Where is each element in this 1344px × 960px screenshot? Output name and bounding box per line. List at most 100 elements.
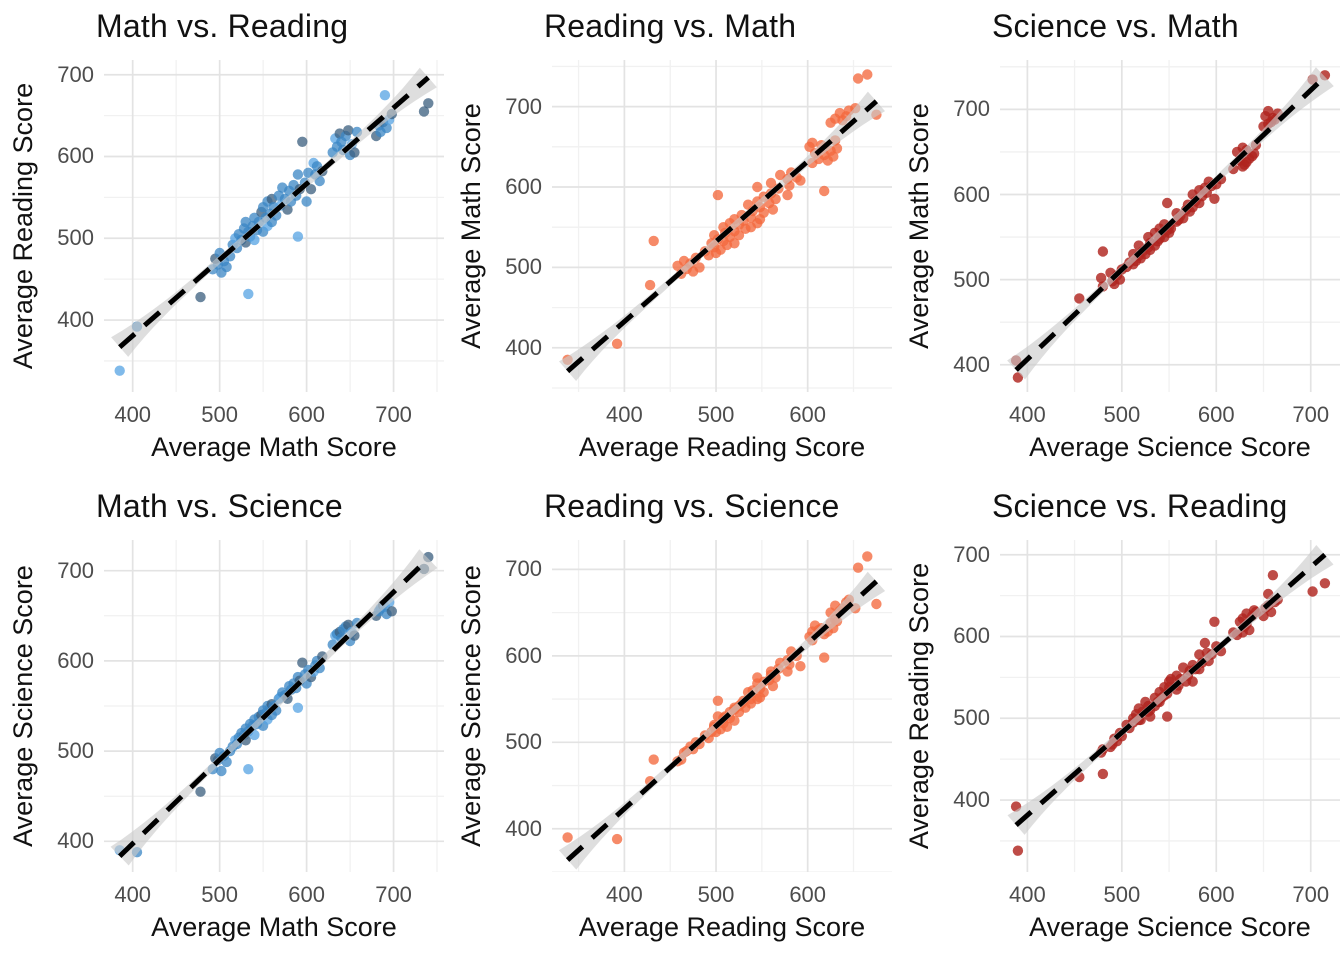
plot-area bbox=[1000, 540, 1340, 872]
x-tick-label: 600 bbox=[288, 402, 325, 427]
data-point bbox=[379, 90, 391, 101]
data-point bbox=[349, 147, 360, 158]
data-point bbox=[297, 136, 308, 147]
data-point bbox=[712, 189, 724, 201]
x-tick-label: 700 bbox=[375, 882, 412, 907]
data-point bbox=[386, 606, 397, 617]
x-tick-label: 700 bbox=[1292, 882, 1330, 907]
data-point bbox=[648, 235, 659, 247]
plot-area bbox=[552, 540, 892, 872]
y-tick-label: 700 bbox=[505, 93, 542, 119]
data-point bbox=[305, 184, 317, 195]
data-point bbox=[782, 189, 793, 201]
data-point bbox=[1012, 845, 1024, 856]
trend-line bbox=[565, 99, 879, 374]
panel-title: Math vs. Science bbox=[96, 488, 343, 524]
y-tick-label: 500 bbox=[505, 254, 542, 280]
data-point bbox=[648, 754, 659, 765]
data-point bbox=[1095, 272, 1107, 284]
x-tick-label: 600 bbox=[789, 882, 827, 907]
data-point bbox=[1209, 616, 1220, 627]
data-point bbox=[418, 106, 430, 117]
data-point bbox=[1074, 293, 1085, 304]
x-axis-title: Average Reading Score bbox=[578, 912, 866, 942]
data-point bbox=[195, 786, 206, 797]
scatter-panel: Science vs. Math Average Math Score Aver… bbox=[896, 0, 1344, 480]
y-tick-label: 500 bbox=[505, 729, 542, 755]
y-tick-label: 400 bbox=[953, 787, 990, 813]
y-tick-label: 600 bbox=[57, 143, 94, 169]
data-point bbox=[292, 231, 304, 242]
x-tick-label: 600 bbox=[1197, 882, 1235, 907]
data-point bbox=[644, 279, 656, 291]
data-point bbox=[562, 832, 573, 843]
data-point bbox=[1319, 578, 1331, 589]
plot-area bbox=[104, 60, 444, 392]
x-axis-title: Average Science Score bbox=[1029, 432, 1311, 462]
x-tick-label: 400 bbox=[606, 402, 643, 427]
data-point bbox=[611, 833, 623, 845]
x-tick-label: 500 bbox=[201, 882, 238, 907]
panel-title: Math vs. Reading bbox=[96, 8, 349, 44]
y-tick-label: 400 bbox=[505, 815, 542, 841]
y-tick-label: 600 bbox=[953, 623, 990, 649]
data-point bbox=[807, 137, 818, 148]
x-tick-label: 500 bbox=[1103, 882, 1141, 907]
y-tick-label: 400 bbox=[505, 334, 542, 360]
y-tick-label: 700 bbox=[953, 96, 990, 122]
data-point bbox=[292, 169, 304, 180]
y-tick-label: 400 bbox=[57, 307, 94, 333]
panel-title: Reading vs. Science bbox=[544, 488, 840, 524]
data-point bbox=[243, 288, 254, 300]
trend-line bbox=[117, 556, 431, 858]
y-tick-label: 700 bbox=[57, 61, 94, 87]
data-point bbox=[249, 234, 260, 246]
data-point bbox=[852, 73, 864, 84]
data-point bbox=[1209, 193, 1220, 204]
scatter-panel: Math vs. Science Average Science Score A… bbox=[0, 480, 448, 960]
y-tick-label: 700 bbox=[953, 541, 990, 567]
y-tick-label: 400 bbox=[953, 351, 990, 377]
data-point bbox=[1263, 105, 1274, 117]
data-point bbox=[871, 598, 882, 610]
data-point bbox=[1307, 586, 1318, 597]
data-point bbox=[423, 98, 434, 109]
scatter-panel: Reading vs. Science Average Science Scor… bbox=[448, 480, 896, 960]
trend-line bbox=[1014, 552, 1327, 827]
x-tick-label: 500 bbox=[697, 402, 735, 427]
x-tick-label: 500 bbox=[697, 882, 735, 907]
data-point bbox=[221, 261, 232, 273]
x-axis-title: Average Reading Score bbox=[578, 432, 866, 462]
panel-title: Science vs. Math bbox=[992, 8, 1239, 44]
data-point bbox=[819, 652, 830, 663]
data-point bbox=[765, 177, 777, 189]
x-axis-title: Average Math Score bbox=[151, 912, 397, 942]
x-axis-title: Average Science Score bbox=[1029, 912, 1311, 942]
trend-line bbox=[1014, 74, 1327, 372]
data-point bbox=[694, 262, 705, 273]
panel-title: Reading vs. Math bbox=[544, 8, 797, 44]
data-point bbox=[752, 672, 763, 683]
y-tick-label: 500 bbox=[57, 738, 94, 764]
data-point bbox=[712, 695, 724, 706]
trend-line bbox=[565, 579, 879, 862]
y-tick-label: 600 bbox=[505, 642, 542, 668]
x-tick-label: 500 bbox=[1103, 402, 1141, 427]
plot-area bbox=[552, 60, 892, 392]
plot-area bbox=[1000, 60, 1340, 392]
y-tick-label: 500 bbox=[57, 225, 94, 251]
data-point bbox=[831, 143, 843, 154]
x-tick-label: 400 bbox=[114, 882, 152, 907]
data-point bbox=[1012, 372, 1024, 383]
data-point bbox=[282, 204, 293, 215]
scatter-panel: Math vs. Reading Average Reading Score A… bbox=[0, 0, 448, 480]
data-point bbox=[343, 125, 354, 136]
data-point bbox=[297, 657, 308, 668]
scatter-panel: Reading vs. Math Average Math Score Aver… bbox=[448, 0, 896, 480]
x-tick-label: 600 bbox=[789, 402, 827, 427]
x-axis-title: Average Math Score bbox=[151, 432, 397, 462]
y-tick-label: 700 bbox=[57, 557, 94, 583]
data-point bbox=[1187, 676, 1198, 687]
data-point bbox=[195, 291, 206, 303]
